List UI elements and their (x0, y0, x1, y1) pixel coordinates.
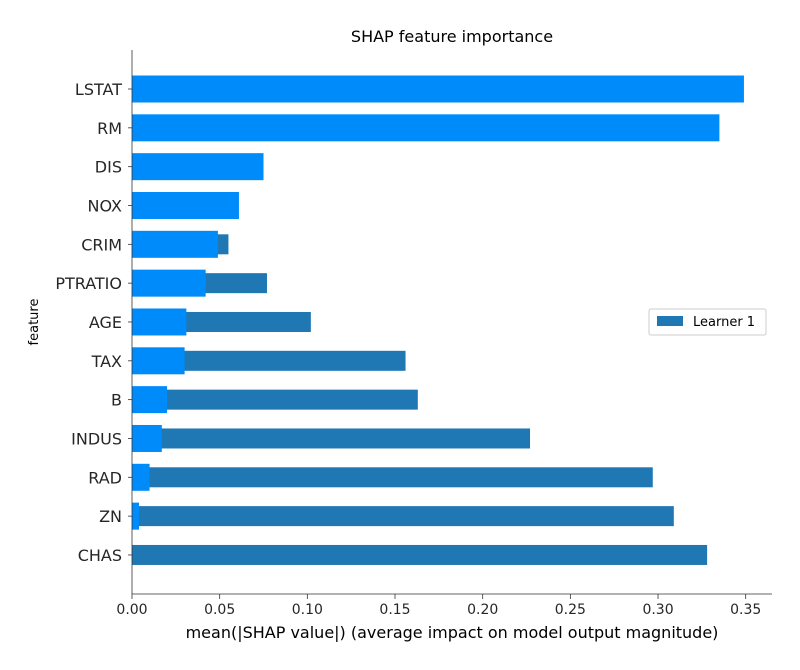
bar-b (132, 386, 168, 414)
bar-tax (132, 347, 185, 375)
x-tick-label-0-35: 0.35 (730, 602, 761, 618)
bar-learner-1-zn (132, 506, 674, 527)
bar-ptratio (132, 269, 206, 297)
y-tick-label-tax: TAX (91, 352, 122, 371)
y-tick-labels: LSTAT RM DIS NOX CRIM PTRATIO AGE TAX B INDUS RAD Z… (55, 80, 132, 565)
bar-learner-1-rad (132, 467, 653, 488)
chart-title: SHAP feature importance (351, 27, 553, 46)
bar-learner-1-chas (132, 544, 708, 565)
bar-rad (132, 463, 150, 491)
y-tick-label-indus: INDUS (71, 429, 122, 448)
primary-bars (132, 75, 744, 530)
y-tick-label-dis: DIS (95, 158, 122, 177)
x-tick-label-0-20: 0.20 (467, 602, 498, 618)
x-tick-label-0-05: 0.05 (204, 602, 235, 618)
x-tick-labels: 0.00 0.05 0.10 0.15 0.20 0.25 0.30 0.35 (116, 594, 761, 618)
bar-age (132, 308, 187, 336)
bar-lstat (132, 75, 744, 103)
x-tick-label-0-00: 0.00 (116, 602, 147, 618)
y-tick-label-age: AGE (89, 313, 122, 332)
y-axis-label: feature (27, 299, 42, 346)
y-tick-label-ptratio: PTRATIO (55, 274, 122, 293)
x-tick-label-0-25: 0.25 (555, 602, 586, 618)
y-tick-label-zn: ZN (99, 507, 122, 526)
y-tick-label-nox: NOX (88, 196, 123, 215)
y-tick-label-b: B (111, 391, 122, 410)
bar-learner-1-b (132, 389, 418, 410)
legend: Learner 1 (648, 308, 767, 336)
x-axis-label: mean(|SHAP value|) (average impact on mo… (186, 623, 719, 642)
learner-1-bars (132, 234, 708, 565)
legend-swatch-learner-1 (657, 316, 683, 326)
bar-rm (132, 114, 720, 142)
x-tick-label-0-15: 0.15 (379, 602, 410, 618)
bar-zn (132, 502, 140, 530)
legend-label-learner-1: Learner 1 (693, 315, 755, 330)
y-tick-label-lstat: LSTAT (75, 80, 122, 99)
bar-dis (132, 153, 264, 181)
bar-nox (132, 191, 239, 219)
bar-learner-1-indus (132, 428, 531, 449)
bar-crim (132, 230, 218, 258)
bar-indus (132, 424, 162, 452)
y-tick-label-rm: RM (97, 119, 122, 138)
x-tick-label-0-10: 0.10 (292, 602, 323, 618)
y-tick-label-crim: CRIM (81, 235, 122, 254)
bar-learner-1-tax (132, 350, 406, 371)
y-tick-label-chas: CHAS (78, 546, 122, 565)
legend-frame (648, 308, 767, 336)
x-tick-label-0-30: 0.30 (642, 602, 673, 618)
y-tick-label-rad: RAD (88, 468, 122, 487)
